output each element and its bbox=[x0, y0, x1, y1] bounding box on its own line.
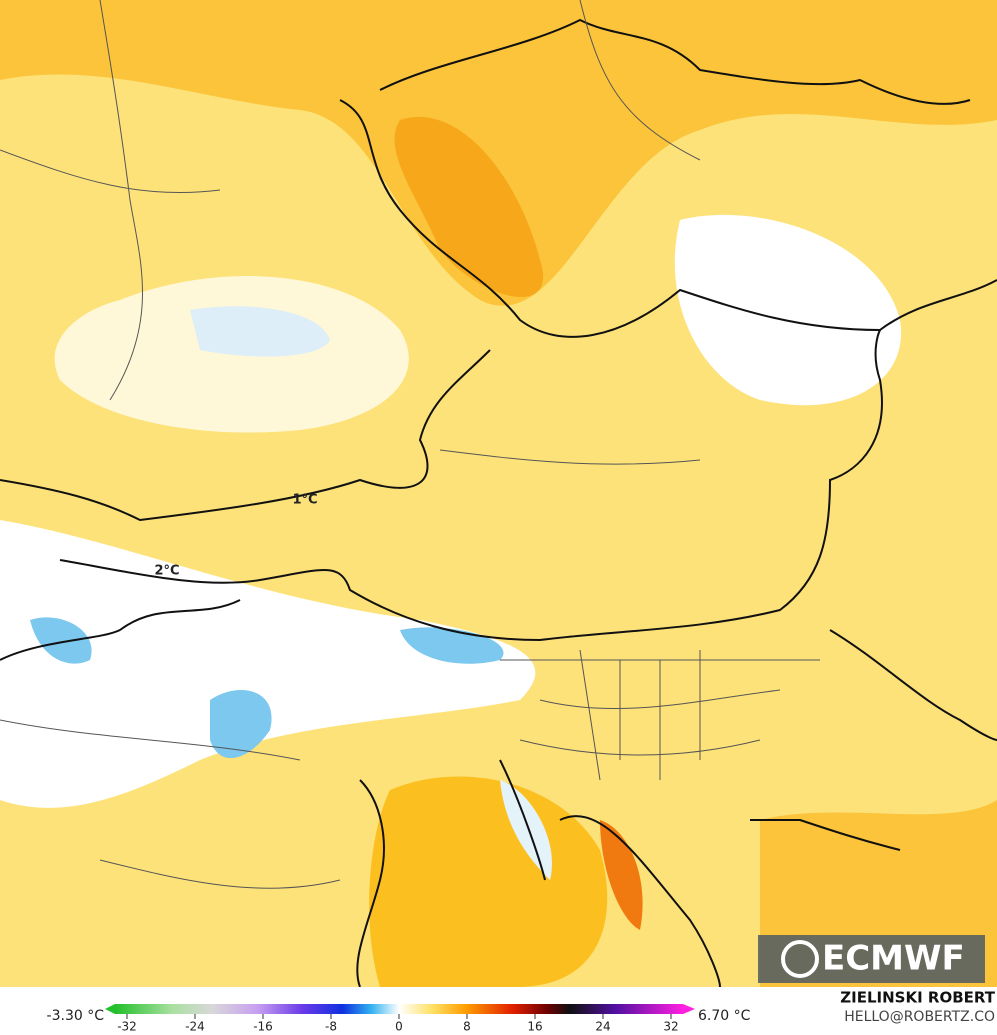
colorbar-tick-label: -8 bbox=[325, 1020, 337, 1034]
country-borders bbox=[0, 18, 997, 988]
contour-label: 1°C bbox=[292, 493, 317, 508]
colorbar-end bbox=[105, 1004, 115, 1014]
warm-area bbox=[369, 776, 608, 987]
cold-area bbox=[500, 780, 552, 880]
colorbar-tick-label: -24 bbox=[185, 1020, 205, 1034]
map: 1°C 2°C ECMWF bbox=[0, 0, 997, 988]
border bbox=[0, 599, 241, 661]
colorbar-tick-label: 32 bbox=[663, 1020, 678, 1034]
cold-area bbox=[190, 306, 330, 357]
colorbar-tick-label: -32 bbox=[117, 1020, 137, 1034]
warm-core bbox=[600, 820, 643, 930]
border bbox=[829, 629, 997, 741]
border bbox=[339, 99, 997, 338]
contour-label: 2°C bbox=[154, 564, 179, 579]
cool-area bbox=[0, 520, 536, 808]
max-label: 6.70 °C bbox=[698, 1008, 751, 1024]
warm-area bbox=[0, 0, 997, 306]
min-label: -3.30 °C bbox=[47, 1008, 105, 1024]
colorbar-tick-label: -16 bbox=[253, 1020, 273, 1034]
cool-area bbox=[674, 214, 902, 406]
border bbox=[750, 819, 901, 851]
colorbar-bar bbox=[115, 1004, 683, 1014]
coast bbox=[499, 759, 721, 988]
border bbox=[0, 349, 491, 522]
coast bbox=[356, 779, 385, 988]
colorbar: -3.30 °C 6.70 °C -32 -24 -16 -8 0 8 16 24 32 bbox=[47, 1004, 751, 1034]
border bbox=[379, 18, 971, 105]
colorbar-tick-label: 8 bbox=[463, 1020, 471, 1034]
region-borders bbox=[0, 0, 820, 889]
logo-icon bbox=[781, 940, 819, 978]
credit-email: HELLO@ROBERTZ.CO bbox=[844, 1009, 995, 1025]
border bbox=[59, 329, 883, 642]
logo-text: ECMWF bbox=[822, 939, 965, 979]
warm-core bbox=[394, 116, 544, 298]
credit-name: ZIELINSKI ROBERT bbox=[840, 989, 995, 1007]
colorbar-tick-label: 0 bbox=[395, 1020, 403, 1034]
colorbar-end bbox=[683, 1004, 695, 1014]
colorbar-tick-label: 24 bbox=[595, 1020, 610, 1034]
colorbar-tick-label: 16 bbox=[527, 1020, 542, 1034]
